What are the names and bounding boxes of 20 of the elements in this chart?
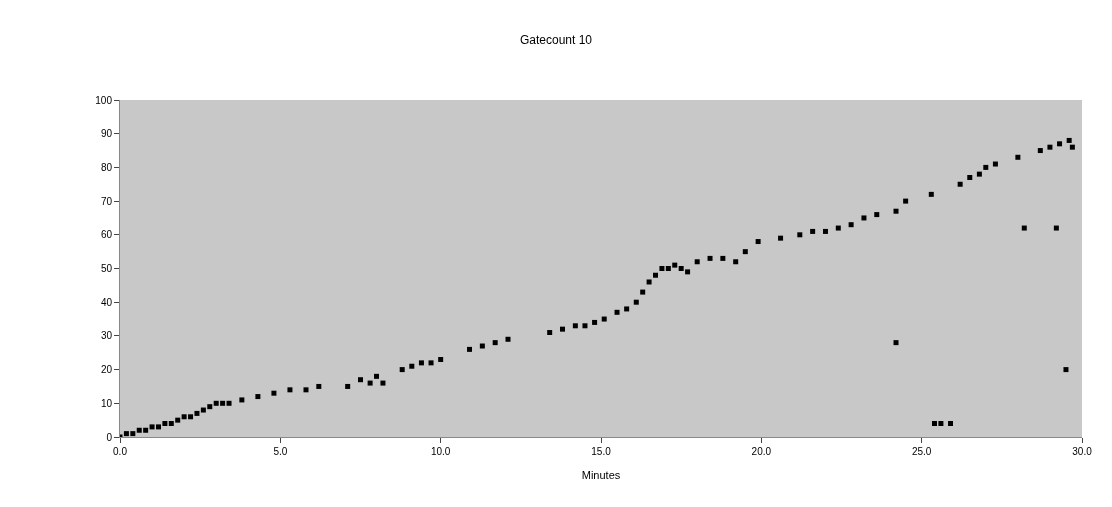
x-tick-label: 30.0	[1072, 446, 1093, 457]
x-tick-label: 15.0	[591, 446, 612, 457]
y-tick-label: 50	[100, 263, 113, 274]
x-tick-label: 10.0	[430, 446, 451, 457]
y-tick-label: 60	[100, 229, 113, 241]
x-tick-label: 0.0	[113, 446, 128, 457]
x-axis-title: Minutes	[581, 469, 621, 482]
x-tick-label: 20.0	[751, 446, 772, 457]
x-tick-label: 25.0	[911, 446, 932, 457]
y-tick-label: 70	[100, 195, 113, 207]
y-tick-label: 10	[100, 397, 113, 409]
y-tick-label: 80	[100, 161, 113, 173]
chart-title: Gatecount 10	[519, 32, 593, 47]
x-tick-label: 5.0	[273, 446, 288, 457]
y-tick-label: 90	[100, 128, 113, 140]
y-tick-label: 40	[100, 296, 113, 308]
y-tick-label: 20	[100, 364, 113, 376]
y-tick-label: 0	[106, 431, 113, 443]
y-tick-label: 100	[95, 94, 113, 106]
y-tick-label: 30	[100, 330, 113, 342]
